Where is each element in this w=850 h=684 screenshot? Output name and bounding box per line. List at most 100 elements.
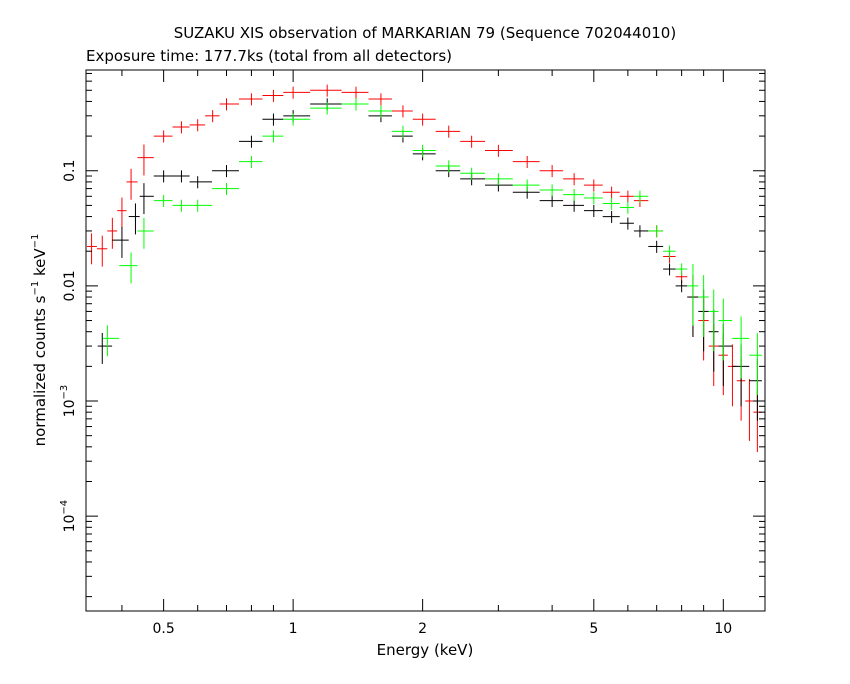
data-point bbox=[238, 155, 263, 169]
data-point bbox=[102, 325, 120, 357]
data-point bbox=[391, 130, 413, 143]
data-point bbox=[137, 144, 154, 176]
y-tick-label: 0.1 bbox=[62, 160, 78, 182]
data-point bbox=[583, 192, 603, 205]
x-axis-label: Energy (keV) bbox=[377, 641, 474, 659]
data-point bbox=[107, 217, 118, 249]
data-point bbox=[368, 105, 392, 118]
data-point bbox=[172, 170, 190, 183]
data-point bbox=[435, 125, 461, 138]
data-point bbox=[238, 93, 263, 106]
data-point bbox=[512, 186, 540, 199]
data-point bbox=[648, 240, 664, 253]
data-point bbox=[391, 125, 413, 138]
data-point bbox=[602, 186, 620, 199]
data-point bbox=[485, 179, 513, 192]
data-point bbox=[512, 155, 540, 169]
data-point bbox=[262, 130, 284, 143]
data-point bbox=[283, 110, 311, 123]
data-point bbox=[619, 217, 634, 230]
data-point bbox=[87, 233, 97, 265]
data-point bbox=[283, 113, 311, 126]
data-point bbox=[412, 113, 436, 126]
data-point bbox=[708, 289, 719, 352]
data-point bbox=[698, 275, 709, 337]
data-point bbox=[262, 113, 284, 126]
data-point bbox=[189, 199, 213, 212]
chart-subtitle: Exposure time: 177.7ks (total from all d… bbox=[86, 47, 452, 65]
data-point bbox=[460, 173, 486, 186]
data-point bbox=[663, 263, 676, 276]
data-point bbox=[262, 89, 284, 102]
y-tick-label: 10−4 bbox=[59, 500, 78, 533]
data-point bbox=[128, 203, 140, 235]
data-point bbox=[310, 102, 342, 115]
data-point bbox=[602, 197, 620, 210]
data-point bbox=[619, 190, 634, 203]
data-point bbox=[512, 179, 540, 192]
data-point bbox=[663, 245, 676, 258]
y-tick-label-exp: −4 bbox=[59, 500, 70, 515]
series-2 bbox=[102, 98, 762, 396]
y-tick-label: 0.01 bbox=[62, 270, 78, 301]
data-point bbox=[117, 197, 127, 229]
data-point bbox=[126, 168, 138, 200]
x-tick-label: 2 bbox=[418, 621, 427, 637]
y-tick-label-base: 10 bbox=[62, 515, 78, 533]
data-point bbox=[238, 135, 263, 148]
data-point bbox=[745, 379, 754, 441]
series-0 bbox=[87, 84, 762, 453]
x-tick-label: 5 bbox=[589, 621, 598, 637]
data-point bbox=[675, 263, 688, 276]
data-point bbox=[460, 135, 486, 148]
data-point bbox=[563, 199, 584, 212]
chart-title: SUZAKU XIS observation of MARKARIAN 79 (… bbox=[174, 24, 676, 42]
data-point bbox=[563, 188, 584, 202]
data-point bbox=[435, 165, 461, 178]
data-point bbox=[212, 182, 239, 195]
data-point bbox=[119, 252, 138, 284]
data-point bbox=[153, 194, 173, 208]
y-axis-label-sup1: −1 bbox=[30, 281, 41, 296]
data-point bbox=[539, 165, 564, 178]
data-point bbox=[341, 98, 369, 111]
data-point bbox=[97, 332, 113, 364]
data-point bbox=[485, 144, 513, 157]
data-point bbox=[283, 86, 311, 99]
data-point bbox=[732, 316, 750, 379]
data-point bbox=[727, 344, 737, 407]
y-axis-label-mid: keV bbox=[31, 248, 49, 281]
data-point bbox=[205, 110, 220, 123]
x-tick-label: 0.5 bbox=[152, 621, 174, 637]
y-axis-label-sup2: −1 bbox=[30, 234, 41, 249]
data-point bbox=[212, 165, 239, 178]
data-point bbox=[172, 199, 190, 212]
data-point bbox=[675, 280, 688, 293]
ticks-layer: 0.5 1 2 5 10 0.1 0.01 10−3 10−4 bbox=[59, 70, 765, 637]
data-point bbox=[633, 225, 649, 238]
data-layer bbox=[87, 84, 762, 453]
data-point bbox=[602, 210, 620, 223]
data-point bbox=[687, 263, 699, 326]
data-point bbox=[341, 86, 369, 99]
data-point bbox=[96, 235, 108, 267]
data-point bbox=[189, 119, 206, 132]
data-point bbox=[172, 121, 190, 134]
series-1 bbox=[97, 98, 762, 421]
data-point bbox=[310, 84, 342, 97]
data-point bbox=[412, 144, 436, 157]
data-point bbox=[435, 160, 461, 173]
y-tick-label: 10−3 bbox=[59, 385, 78, 418]
data-point bbox=[485, 173, 513, 186]
x-tick-label: 1 bbox=[289, 621, 298, 637]
data-point bbox=[749, 358, 762, 421]
data-point bbox=[718, 298, 733, 361]
data-point bbox=[633, 190, 649, 203]
data-point bbox=[112, 226, 129, 258]
data-point bbox=[139, 183, 154, 215]
data-point bbox=[583, 179, 603, 192]
data-point bbox=[219, 98, 239, 111]
data-point bbox=[563, 173, 584, 186]
